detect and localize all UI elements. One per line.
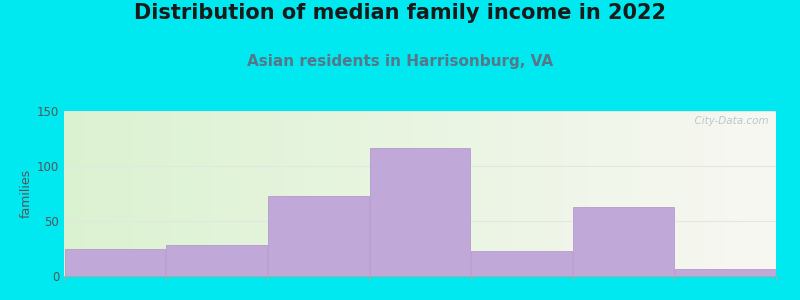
Y-axis label: families: families — [20, 169, 33, 218]
Bar — [166, 245, 267, 276]
Text: City-Data.com: City-Data.com — [688, 116, 769, 126]
Bar — [471, 251, 572, 276]
Text: Distribution of median family income in 2022: Distribution of median family income in … — [134, 3, 666, 23]
Bar — [370, 148, 470, 276]
Bar — [268, 196, 369, 276]
Bar — [65, 248, 166, 276]
Bar — [674, 269, 775, 276]
Bar — [573, 207, 674, 276]
Text: Asian residents in Harrisonburg, VA: Asian residents in Harrisonburg, VA — [247, 54, 553, 69]
